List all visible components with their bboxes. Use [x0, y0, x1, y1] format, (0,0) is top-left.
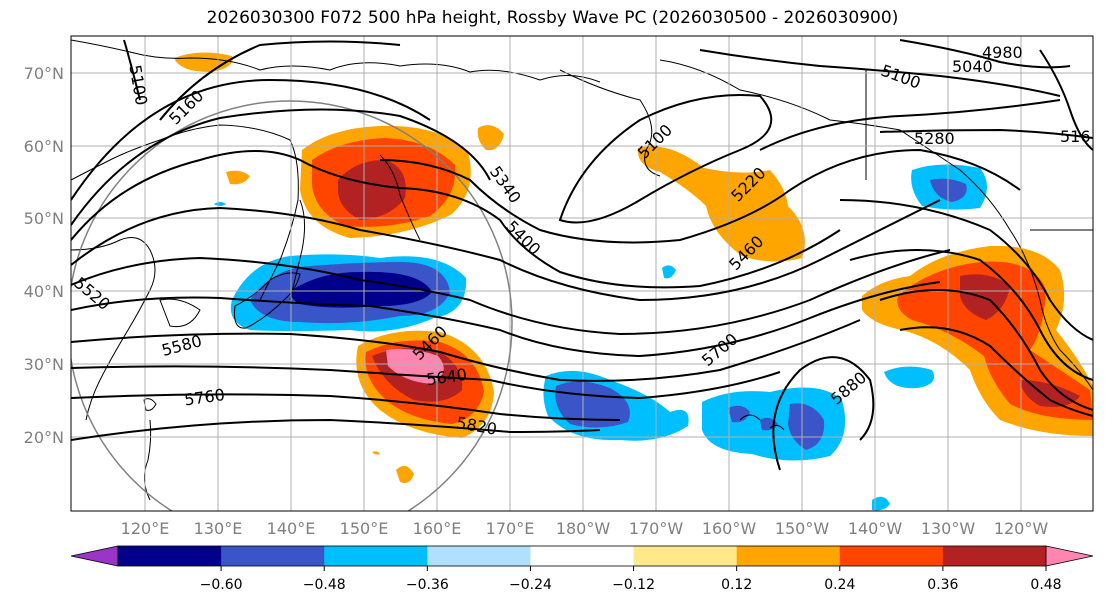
map-panel: 5100 5160 5100 5100 5040 4980 5280 516 5… [71, 36, 1093, 511]
colorbar-bin [221, 546, 325, 566]
graticule [71, 36, 1093, 511]
anomaly-shading [174, 52, 1093, 511]
lat-label: 20°N [24, 428, 64, 447]
lon-label: 170°W [629, 519, 684, 538]
colorbar-bin [530, 546, 635, 566]
contour-label: 516 [1060, 127, 1091, 146]
colorbar-outline [117, 545, 1047, 567]
colorbar-bin [427, 546, 531, 566]
lat-label: 60°N [24, 137, 64, 156]
lon-label: 120°E [121, 519, 170, 538]
lat-label: 30°N [24, 355, 64, 374]
lon-label: 130°W [921, 519, 976, 538]
colorbar-tick-label: −0.60 [200, 577, 243, 593]
colorbar-extend-min [70, 545, 119, 567]
lon-label: 140°E [267, 519, 316, 538]
lat-label: 50°N [24, 209, 64, 228]
lon-label: 150°W [775, 519, 830, 538]
map-frame [70, 35, 1094, 512]
anomaly-negative-gulf-of-alaska [911, 164, 987, 210]
lat-label: 40°N [24, 282, 64, 301]
lat-label: 70°N [24, 64, 64, 83]
lon-label: 130°E [194, 519, 243, 538]
anomaly-positive-alaska [637, 146, 805, 262]
colorbar-tick-label: −0.48 [303, 577, 346, 593]
colorbar-extend-max [1045, 545, 1094, 567]
contour-label: 5040 [952, 57, 993, 76]
colorbar-tick-label: −0.12 [612, 577, 655, 593]
colorbar-tick-label: −0.36 [406, 577, 449, 593]
lon-label: 170°E [486, 519, 535, 538]
colorbar: −0.60 −0.48 −0.36 −0.24 −0.12 0.12 0.24 0.36 0.4… [70, 545, 1094, 593]
colorbar-tick-label: 0.36 [927, 577, 958, 593]
colorbar-tick-label: 0.24 [824, 577, 855, 593]
colorbar-bin [633, 546, 738, 566]
colorbar-bin [942, 546, 1047, 566]
lon-label: 160°E [413, 519, 462, 538]
lat-labels: 70°N 60°N 50°N 40°N 30°N 20°N [24, 64, 64, 447]
contour-label: 5280 [914, 129, 955, 148]
lon-label: 140°W [848, 519, 903, 538]
lon-label: 180°W [556, 519, 611, 538]
chart-title: 2026030300 F072 500 hPa height, Rossby W… [206, 8, 899, 28]
colorbar-tick-label: 0.12 [721, 577, 752, 593]
colorbar-bin [839, 546, 944, 566]
colorbar-bin [324, 546, 428, 566]
colorbar-bin [118, 546, 222, 566]
colorbar-tick-label: 0.48 [1030, 577, 1061, 593]
lon-label: 160°W [702, 519, 757, 538]
colorbar-bin [736, 546, 841, 566]
lon-label: 150°E [340, 519, 389, 538]
lon-label: 120°W [994, 519, 1049, 538]
height-contours [71, 39, 1093, 471]
anomaly-positive-northeast-asia [174, 52, 504, 238]
colorbar-tick-label: −0.24 [509, 577, 552, 593]
contour-label: 4980 [982, 43, 1023, 62]
lon-labels: 120°E 130°E 140°E 150°E 160°E 170°E 180°… [121, 519, 1049, 538]
reference-circle [71, 100, 513, 511]
